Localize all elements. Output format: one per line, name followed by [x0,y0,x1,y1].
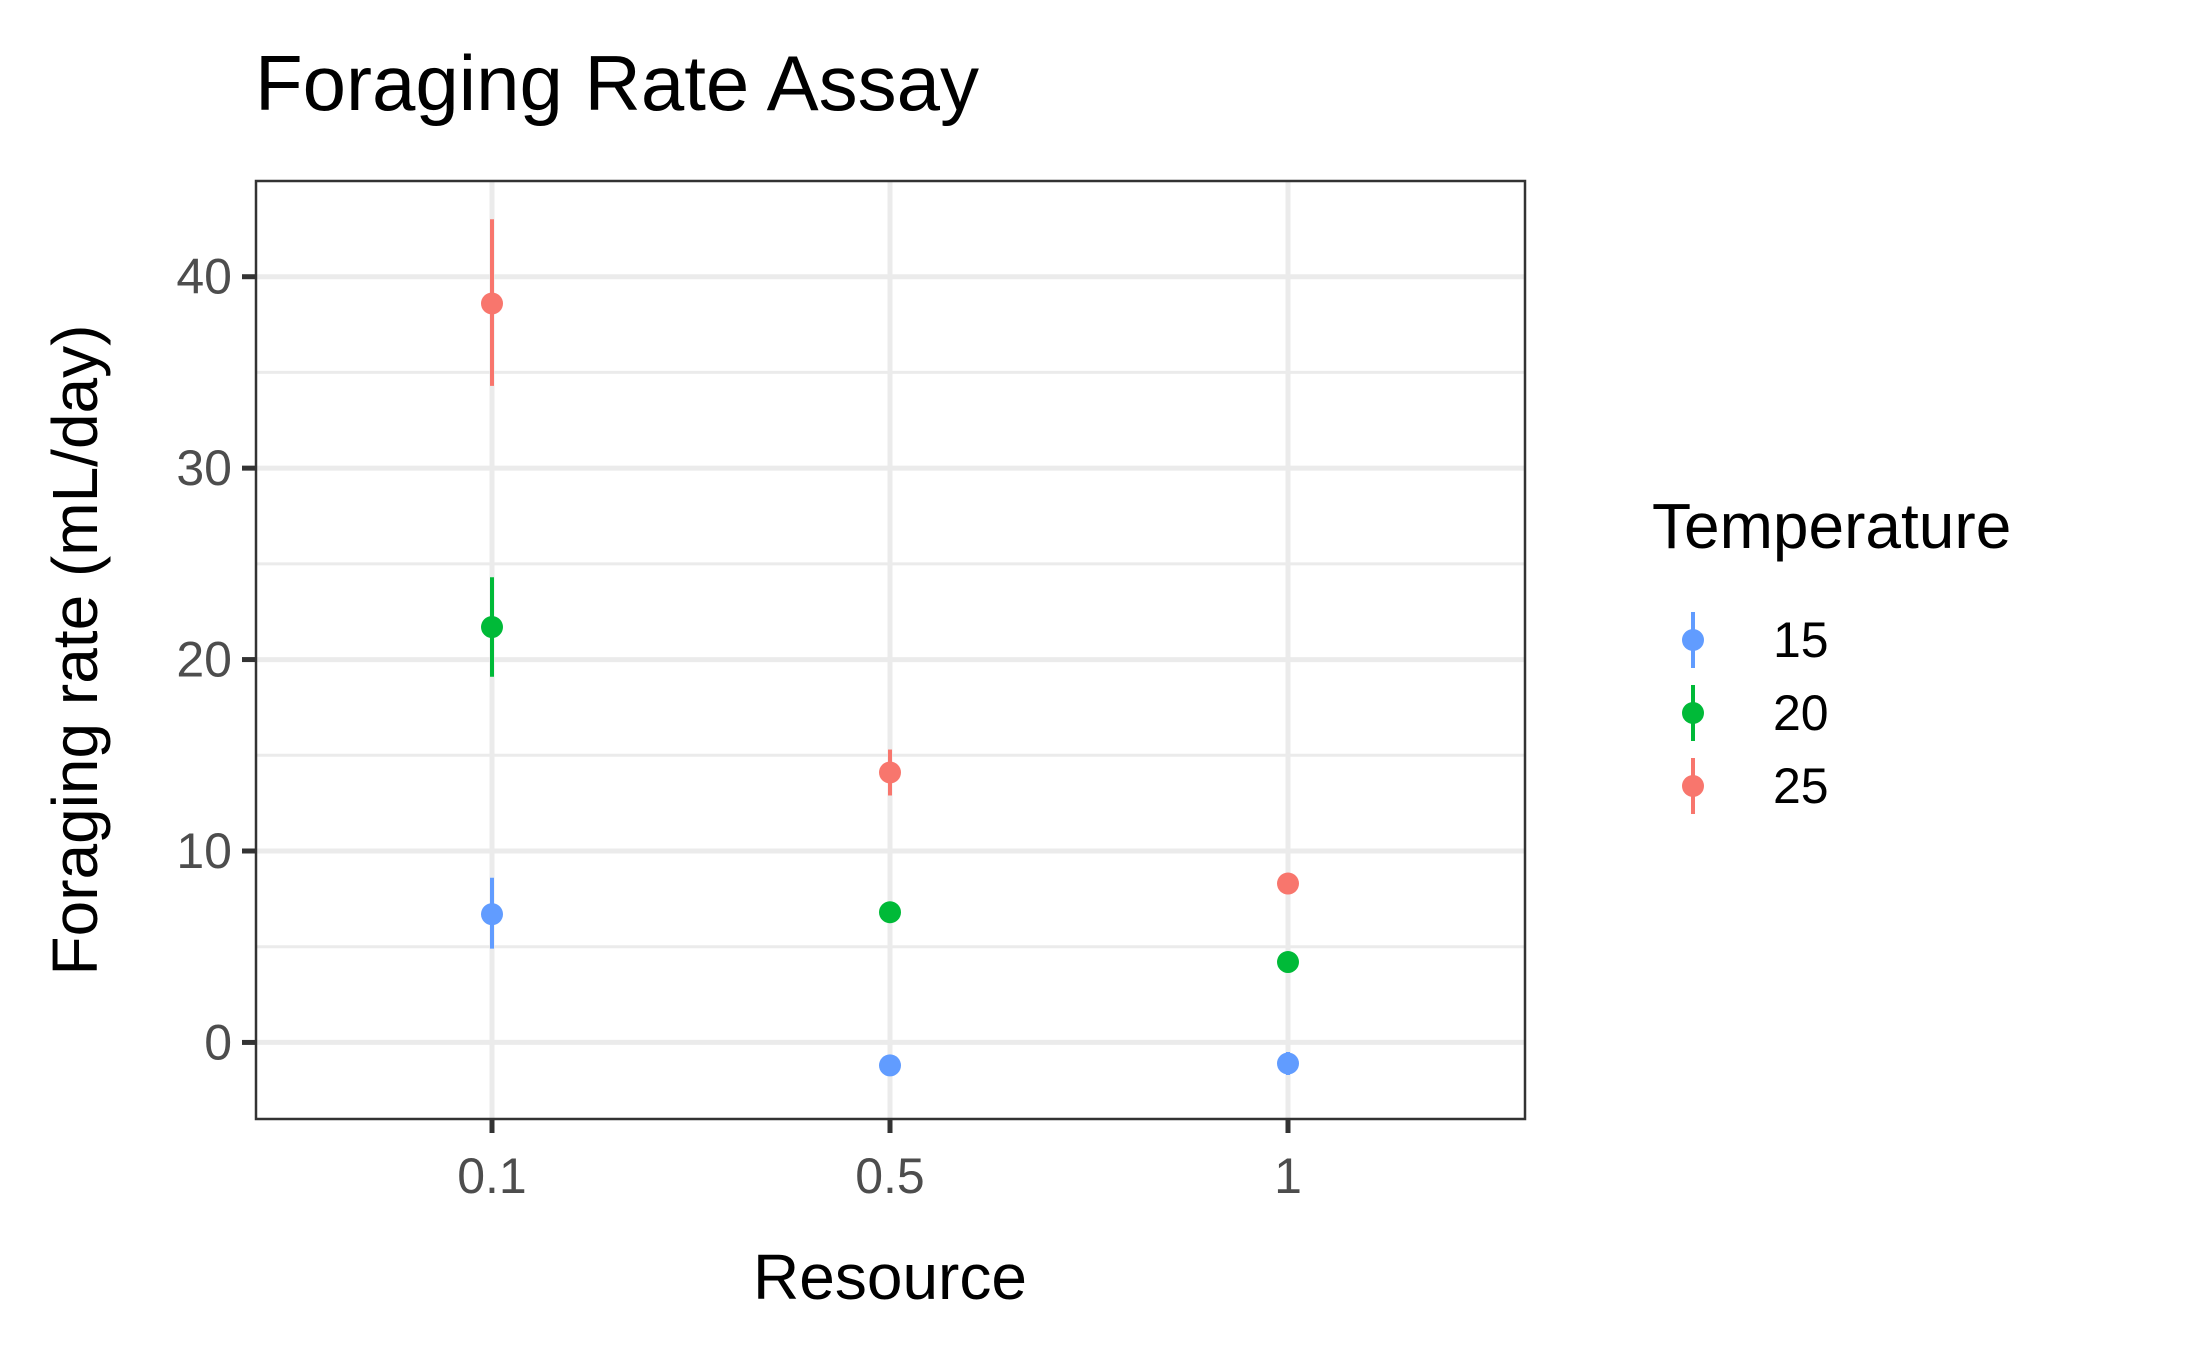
y-tick-label: 20 [176,632,232,688]
legend-item-25: 25 [1682,758,1829,814]
legend-label: 20 [1773,685,1829,741]
data-point-series-15 [879,1054,901,1077]
y-axis-title: Foraging rate (mL/day) [39,325,111,976]
chart-title: Foraging Rate Assay [255,39,979,127]
x-tick-label: 0.5 [855,1148,925,1204]
data-point-series-25 [1277,872,1299,895]
x-axis-title: Resource [753,1241,1027,1313]
y-tick-label: 40 [176,249,232,305]
y-tick-label: 0 [204,1014,232,1070]
x-tick-label: 1 [1274,1148,1302,1204]
data-point-series-20 [481,616,503,639]
legend-title: Temperature [1652,490,2011,562]
data-point-series-15 [481,903,503,926]
data-points [481,219,1299,1077]
legend-key-point [1682,702,1704,724]
axes: 0 10 20 30 40 0.1 0.5 1 [176,249,1302,1204]
data-point-series-20 [1277,951,1299,974]
data-point-series-25 [879,761,901,784]
data-point-series-15 [1277,1052,1299,1075]
x-tick-label: 0.1 [457,1148,527,1204]
legend-label: 25 [1773,758,1829,814]
data-point-series-20 [879,901,901,924]
legend-item-15: 15 [1682,612,1829,668]
y-tick-label: 30 [176,440,232,496]
legend-key-point [1682,629,1704,651]
grid-lines [256,181,1525,1119]
legend-item-20: 20 [1682,685,1829,741]
legend-key-point [1682,775,1704,797]
legend: Temperature 15 20 25 [1652,490,2011,814]
y-tick-label: 10 [176,823,232,879]
data-point-series-25 [481,292,503,315]
legend-label: 15 [1773,612,1829,668]
legend-items: 15 20 25 [1682,612,1829,814]
